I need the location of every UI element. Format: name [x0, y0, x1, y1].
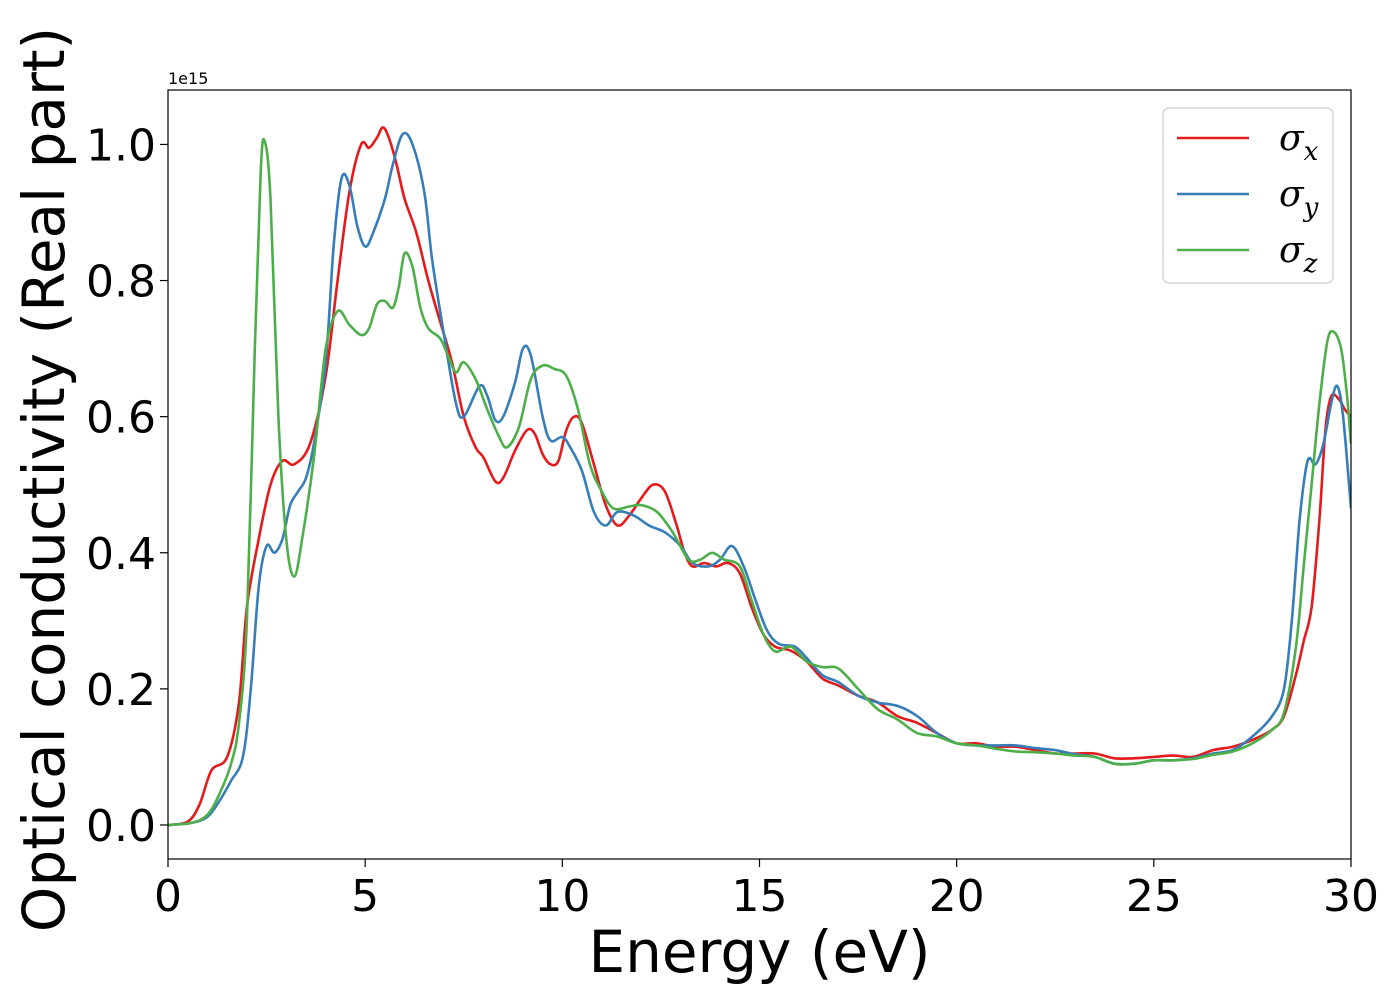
x-tick-label: 0: [154, 871, 182, 922]
x-axis: 0 5 10 15 20 25 30: [154, 859, 1379, 922]
legend-label-y: σy: [1279, 174, 1319, 223]
y-tick-label: 0.0: [86, 801, 156, 852]
y-tick-label: 1.0: [86, 120, 156, 171]
legend-label-x: σx: [1279, 118, 1319, 167]
legend-label-z: σz: [1279, 230, 1318, 279]
x-tick-label: 25: [1126, 871, 1182, 922]
x-tick-label: 15: [732, 871, 788, 922]
y-tick-label: 0.4: [86, 529, 156, 580]
y-tick-label: 0.6: [86, 393, 156, 444]
series-line-z: [168, 137, 1351, 827]
legend-label-symbol: σ: [1279, 174, 1305, 215]
y-tick-label: 0.2: [86, 665, 156, 716]
legend-label-symbol: σ: [1279, 118, 1305, 159]
x-axis-title: Energy (eV): [588, 918, 930, 986]
y-axis: 0.0 0.2 0.4 0.6 0.8 1.0: [86, 120, 168, 852]
x-tick-label: 20: [929, 871, 985, 922]
x-tick-label: 30: [1323, 871, 1379, 922]
legend-label-subscript: z: [1303, 249, 1318, 279]
series-line-x: [168, 126, 1351, 827]
legend-label-symbol: σ: [1279, 230, 1305, 271]
legend-label-subscript: y: [1303, 193, 1319, 223]
legend-label-subscript: x: [1304, 137, 1319, 167]
x-tick-label: 5: [351, 871, 379, 922]
y-tick-label: 0.8: [86, 257, 156, 308]
y-axis-title: Optical conductivity (Real part): [10, 27, 78, 932]
y-axis-offset-label: 1e15: [168, 69, 208, 88]
x-tick-label: 10: [534, 871, 590, 922]
legend-box: [1162, 107, 1334, 284]
series-layer: [168, 126, 1351, 827]
